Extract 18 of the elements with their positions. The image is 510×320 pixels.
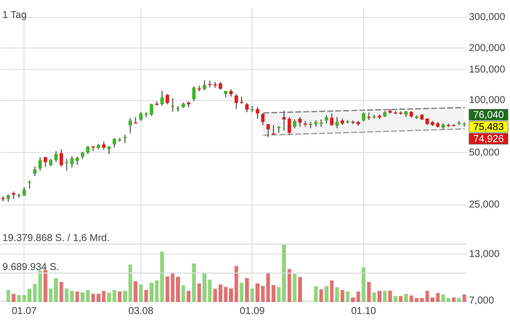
x-tick-label: 01.10 (351, 306, 377, 317)
x-tick-label: 03.08 (128, 306, 154, 317)
text: 76,040 (473, 110, 504, 121)
text: 75,483 (473, 122, 504, 133)
y-tick-label: 300,000 (469, 12, 506, 24)
text: 74,926 (473, 134, 504, 145)
y-tick-label: 13,000 (469, 248, 500, 260)
ref-line-label: 9.689.934 S. (2, 262, 60, 273)
x-tick-label: 01.09 (240, 306, 266, 317)
y-tick-label: 25,000 (469, 200, 500, 211)
x-tick-label: 01.07 (12, 306, 38, 317)
y-tick-label: 100,000 (469, 95, 506, 106)
chart-subtitle: 1 Tag (2, 10, 27, 21)
y-tick-label: 200,000 (469, 42, 506, 54)
y-tick-label: 7,000 (469, 296, 494, 307)
y-tick-label: 50,000 (469, 147, 500, 158)
ref-line-label: 19.379.868 S. / 1,6 Mrd. (2, 232, 110, 244)
y-tick-label: 150,000 (469, 64, 506, 76)
